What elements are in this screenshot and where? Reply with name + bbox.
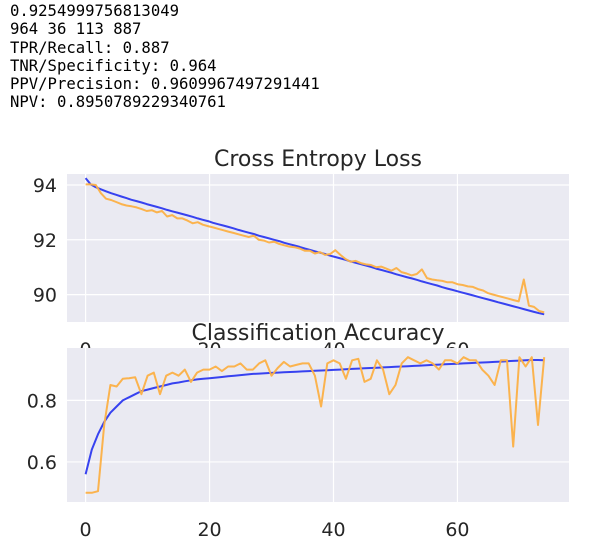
accuracy-x-tick-label: 40 — [321, 519, 345, 541]
accuracy-x-tick-label: 60 — [445, 519, 469, 541]
output-text: 0.9254999756813049 964 36 113 887 TPR/Re… — [10, 2, 320, 112]
loss-plot-area — [67, 174, 569, 322]
loss-chart-title: Cross Entropy Loss — [214, 147, 422, 172]
specificity-line: TNR/Specificity: 0.964 — [10, 56, 217, 75]
loss-validation-line — [85, 183, 545, 314]
accuracy-x-tick-label: 20 — [197, 519, 221, 541]
overall-accuracy-line: 0.9254999756813049 — [10, 2, 179, 20]
loss-y-tick-label: 90 — [33, 285, 57, 307]
precision-line: PPV/Precision: 0.9609967497291441 — [10, 75, 320, 94]
accuracy-chart: 0.6 0.8 0 20 40 60 Classification Accuracy — [27, 321, 569, 541]
accuracy-validation-line — [85, 356, 546, 494]
confusion-counts-line: 964 36 113 887 — [10, 20, 142, 39]
accuracy-y-tick-label: 0.8 — [27, 390, 57, 412]
loss-y-tick-label: 92 — [33, 230, 57, 252]
accuracy-y-tick-label: 0.6 — [27, 452, 57, 474]
loss-chart: 9092940204060Cross Entropy Loss — [33, 147, 569, 361]
loss-y-tick-label: 94 — [33, 175, 57, 197]
accuracy-x-tick-label: 0 — [80, 519, 92, 541]
loss-train-line — [84, 177, 545, 316]
recall-line: TPR/Recall: 0.887 — [10, 38, 170, 57]
npv-line: NPV: 0.8950789229340761 — [10, 93, 226, 112]
accuracy-chart-title: Classification Accuracy — [192, 321, 445, 346]
